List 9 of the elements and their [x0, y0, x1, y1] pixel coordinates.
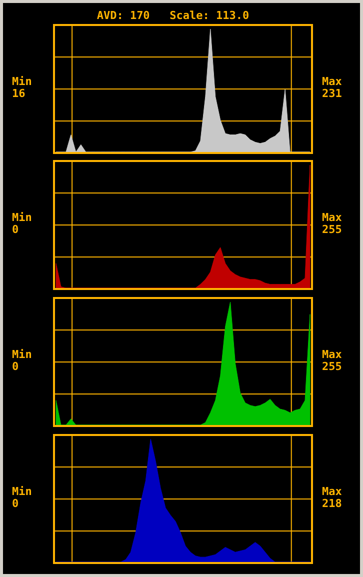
- text: Min 0: [12, 485, 32, 510]
- text: Min 0: [12, 211, 32, 236]
- chart-title: AVD: 170 Scale: 113.0: [96, 9, 250, 22]
- text: Max 231: [322, 75, 342, 100]
- text: Max 255: [322, 348, 342, 373]
- text: Min 16: [12, 75, 32, 100]
- text: Max 218: [322, 485, 342, 510]
- text: Min 0: [12, 348, 32, 373]
- text: Max 255: [322, 211, 342, 236]
